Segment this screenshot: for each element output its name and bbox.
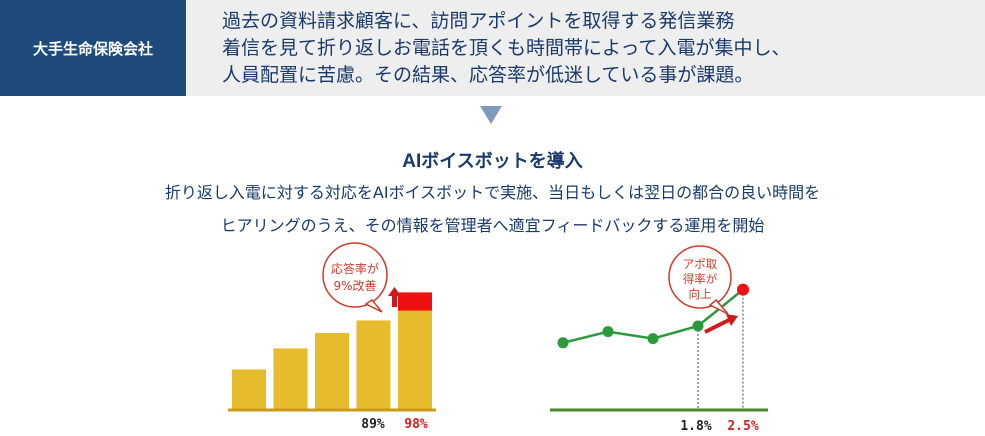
data-point xyxy=(647,333,659,345)
after-value-label: 98% xyxy=(404,417,428,432)
callout-text: 応答率が xyxy=(331,261,379,276)
problem-line: 人員配置に苦慮。その結果、応答率が低迷している事が課題。 xyxy=(222,64,754,86)
data-point xyxy=(557,337,569,349)
callout-text: 9%改善 xyxy=(333,278,376,293)
response-rate-bar-chart xyxy=(228,292,436,412)
before-value-label: 1.8% xyxy=(680,419,711,434)
before-value-label: 89% xyxy=(361,417,385,432)
trend-arrow-head xyxy=(726,314,738,326)
company-label: 大手生命保険会社 xyxy=(0,0,186,96)
appointment-rate-line-chart xyxy=(550,283,768,412)
problem-line: 着信を見て折り返しお電話を頂くも時間帯によって入電が集中し、 xyxy=(222,37,791,59)
down-arrow-icon xyxy=(480,106,502,124)
callout-bubble xyxy=(668,245,732,309)
improvement-callout: アポ取 得率が 向上 xyxy=(668,245,732,315)
solution-title-rest: ボイスボットを導入 xyxy=(421,151,583,172)
callout-text: 得率が xyxy=(683,272,718,286)
after-value-label: 2.5% xyxy=(727,419,758,434)
problem-description: 過去の資料請求顧客に、訪問アポイントを取得する発信業務 着信を見て折り返しお電話… xyxy=(222,8,967,89)
highlight-point xyxy=(737,283,749,296)
callout-bubble xyxy=(322,242,388,308)
improvement-callout: 応答率が 9%改善 xyxy=(322,242,388,313)
data-point xyxy=(692,320,704,332)
solution-title-ai: AI xyxy=(402,151,422,172)
up-arrow-head xyxy=(388,287,401,296)
data-point xyxy=(602,326,614,338)
trend-arrow-shaft xyxy=(704,318,730,334)
solution-description-line: ヒアリングのうえ、その情報を管理者へ適宜フィードバックする運用を開始 xyxy=(220,216,765,235)
solution-description-line: 折り返し入電に対する対応をAIボイスボットで実施、当日もしくは翌日の都合の良い時… xyxy=(164,183,821,202)
up-arrow-icon xyxy=(388,287,401,307)
callout-tail xyxy=(364,299,383,313)
callout-text: アポ取 xyxy=(683,257,718,271)
bar xyxy=(398,310,432,410)
bar-improvement-segment xyxy=(398,292,432,311)
trend-arrow-icon xyxy=(704,314,738,334)
solution-title: AIボイスボットを導入 xyxy=(0,147,985,173)
problem-line: 過去の資料請求顧客に、訪問アポイントを取得する発信業務 xyxy=(222,10,735,32)
bar xyxy=(232,369,266,410)
up-arrow-shaft xyxy=(392,295,397,307)
callout-tail xyxy=(708,298,729,315)
bar xyxy=(315,333,349,410)
bar xyxy=(356,320,391,410)
callout-text: 向上 xyxy=(689,287,712,301)
bar xyxy=(273,348,308,410)
